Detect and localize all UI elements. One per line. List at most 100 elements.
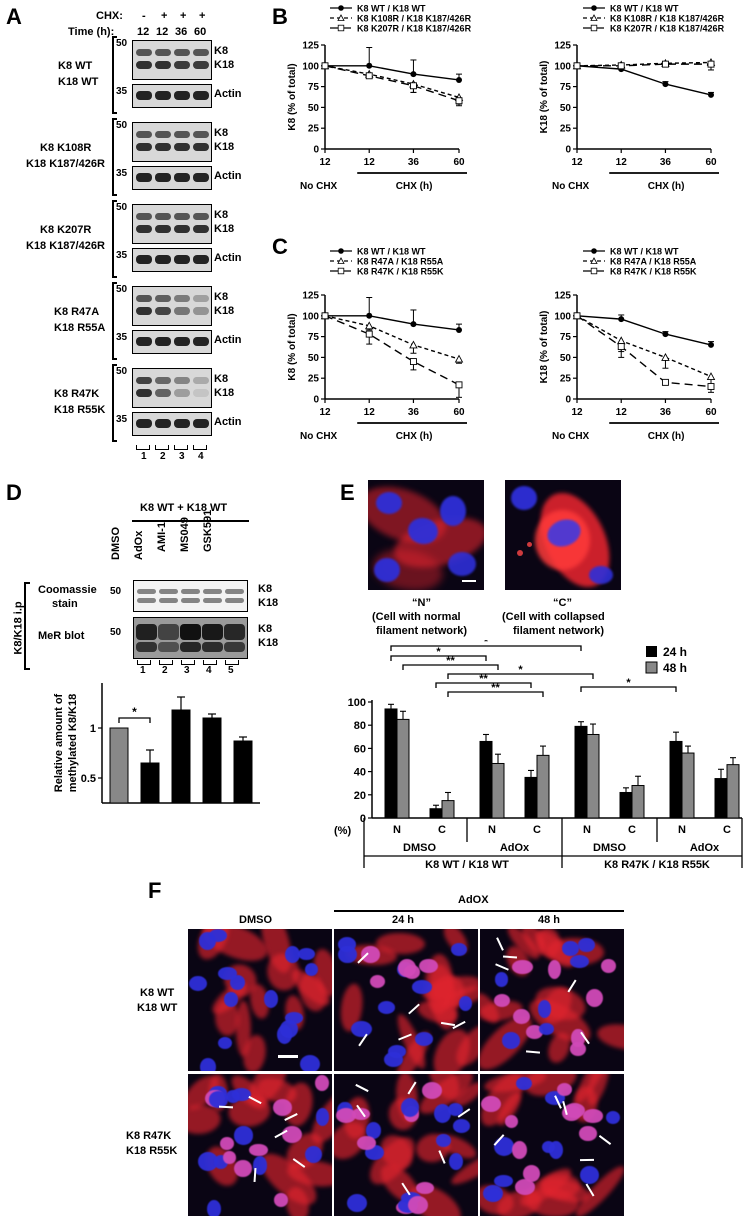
panel-f-label: F [148,878,162,903]
coomassie-blot [133,580,248,612]
e-cat-label: C [628,824,636,836]
y-tick-label: 25 [560,374,572,385]
e-bar-24h-6 [619,791,633,819]
legend-marker [591,248,597,254]
scale-bar [462,580,476,582]
y-tick-label: 75 [308,82,320,93]
e-legend-48-swatch [645,661,658,674]
series-line [324,315,460,386]
e-bar-24h-3 [479,740,493,819]
x-tick-label: 12 [319,407,331,418]
chx-label: CHX (h) [648,431,685,442]
k18-band [136,389,152,397]
x-tick-label: 12 [616,157,628,168]
arrow-icon [354,1083,369,1092]
x-tick-label: 12 [571,157,583,168]
panel-e-image-c [505,480,621,590]
k8-band [136,49,152,56]
panel-a-label: A [6,4,22,29]
data-point [618,316,625,323]
e-y-tick-label: 40 [354,767,366,779]
actin-band [174,337,190,346]
group-1-mw35: 35 [116,86,128,97]
legend-label: K8 R47A / K18 R55A [610,257,697,267]
group-3-name-2: K18 K187/426R [26,240,105,252]
k8-band [155,131,171,138]
e-legend-48: 48 h [663,661,687,675]
d-bar-2 [140,762,160,804]
k18-band [193,61,209,69]
series-line [576,315,712,346]
k8-band [174,377,190,384]
nucleus [188,975,207,991]
d-lane-3: 3 [184,665,190,676]
group-1-actin-label: Actin [214,88,242,100]
mer-k18-band [224,642,245,652]
nucleus [516,1076,532,1090]
legend-marker [590,24,598,32]
data-point [409,340,418,349]
e-y-tick-label: 80 [354,720,366,732]
mer-k8-band [158,624,179,640]
k8-band [193,131,209,138]
actin-band [155,173,171,182]
panel-d-title: K8 WT + K18 WT [140,502,228,514]
panel-d-mw-2: 50 [110,627,122,638]
e-y-tick-label: 20 [354,790,366,802]
nucleus [347,1193,368,1212]
y-tick-label: 125 [302,291,319,302]
e-sig-star-2: * [436,646,441,658]
y-tick-label: 0 [565,145,571,156]
nucleus [481,1095,501,1113]
data-point [708,91,714,98]
e-sig-bracket-3 [402,664,499,670]
nucleus [541,1140,556,1154]
no-chx-label: No CHX [552,181,590,192]
e-sig-bracket-1 [390,645,582,651]
arrow-icon [253,1168,257,1183]
nucleus [512,960,533,974]
legend-marker [337,267,345,275]
e-y-tick-label: 0 [360,813,366,825]
group-3-bracket [112,200,117,278]
k8-band [174,213,190,220]
mer-k8-band [180,624,201,640]
row2-line1: K8 R47K [126,1130,172,1142]
treatment-label-2: AdOx [133,530,145,560]
x-tick-label: 12 [364,407,376,418]
coomassie-k8-band [225,589,244,594]
data-point [455,381,463,389]
nucleus [547,960,561,979]
data-point [410,71,417,78]
arrow-icon [580,1158,595,1162]
n-desc-1: (Cell with normal [372,611,461,623]
arrow-icon [502,955,517,959]
lane-4: 4 [198,451,204,462]
k8-band [174,49,190,56]
y-tick-label: 50 [308,103,320,114]
treatment-label-3: AMI-1 [156,522,168,552]
y-tick-label: 25 [308,374,320,385]
line-charts: 0 25 50 75 100 125 12 12 36 60 No CHX CHX (h) K8 (% … [287,4,725,443]
data-point [410,321,417,328]
time-lane1: 12 [137,26,150,38]
legend-label: K8 K108R / K18 K187/426R [357,14,472,24]
mer-blot [133,617,248,659]
data-point [661,60,669,68]
k18-band [193,225,209,233]
group-3-k18-label: K18 [214,223,235,235]
e-treatment-label: DMSO [593,842,626,854]
nucleus [569,1041,587,1057]
e-bar-48h-6 [631,785,645,819]
e-sig-star-7: * [626,677,631,689]
e-treatment-label: AdOx [500,842,530,854]
data-point [708,341,714,348]
treatment-label-4: MS049 [179,517,191,552]
actin-band [174,91,190,100]
x-tick-label: 12 [364,157,376,168]
coomassie-k8-band [159,589,178,594]
group-4-name-1: K8 R47A [54,306,100,318]
arrow-icon [525,1050,540,1054]
group-3-keratin-blot [132,204,212,244]
series-line [324,65,460,99]
